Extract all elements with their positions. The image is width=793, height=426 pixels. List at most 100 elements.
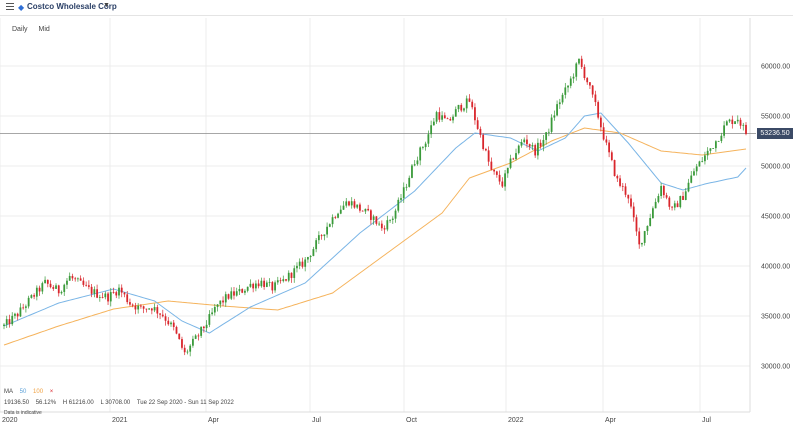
candle-body — [49, 283, 52, 288]
ma50-label: 50 — [19, 389, 27, 395]
candle-body — [638, 231, 641, 245]
price-mid-toggle[interactable]: Mid — [38, 26, 50, 33]
candle-body — [556, 104, 558, 116]
candle-body — [564, 87, 567, 95]
candle-body — [693, 171, 695, 176]
candle-body — [709, 148, 712, 151]
candle-body — [454, 109, 457, 117]
candle-body — [238, 289, 241, 292]
candle-body — [443, 115, 446, 119]
ohlc-low: L 30708.00 — [100, 400, 131, 406]
candle-body — [350, 201, 353, 206]
ma-label: MA — [4, 389, 13, 395]
ohlc-high: H 61216.00 — [62, 400, 94, 406]
candle-body — [501, 181, 504, 187]
candle-body — [55, 285, 57, 289]
candle-body — [383, 228, 386, 230]
close-indicator-icon[interactable]: × — [49, 389, 54, 395]
candle-body — [63, 284, 66, 292]
candle-body — [690, 175, 693, 183]
hamburger-menu-icon[interactable] — [6, 3, 14, 11]
candle-body — [479, 128, 482, 135]
candle-body — [641, 242, 643, 245]
candle-body — [380, 223, 383, 229]
candle-body — [662, 185, 665, 196]
ma50-group — [3, 112, 747, 334]
y-tick-label: 30000.00 — [761, 364, 790, 371]
candle-body — [484, 149, 487, 151]
candle-body — [35, 287, 38, 297]
candle-body — [652, 208, 654, 219]
candle-body — [369, 210, 372, 220]
candle-body — [254, 283, 257, 289]
candle-body — [372, 216, 375, 220]
candle-body — [11, 315, 14, 325]
candle-body — [260, 280, 263, 287]
candle-body — [734, 121, 736, 125]
candle-body — [616, 175, 619, 179]
candle-body — [545, 132, 548, 140]
candle-body — [317, 235, 320, 241]
y-tick-label: 55000.00 — [761, 114, 790, 121]
candle-body — [509, 158, 512, 168]
candle-body — [537, 142, 539, 156]
candle-body — [375, 216, 378, 224]
candle-body — [230, 291, 233, 299]
candle-body — [498, 174, 501, 182]
candle-body — [134, 305, 137, 310]
candle-body — [30, 295, 33, 298]
x-tick-label: 2021 — [112, 417, 128, 424]
candle-body — [701, 161, 704, 162]
candle-body — [435, 112, 438, 122]
candle-body — [192, 338, 194, 346]
candle-body — [608, 142, 610, 153]
candle-body — [287, 272, 290, 281]
candle-body — [140, 305, 142, 307]
x-tick-label: Jul — [702, 417, 711, 424]
ohlc-range: Tue 22 Sep 2020 - Sun 11 Sep 2022 — [136, 400, 234, 406]
candle-body — [632, 206, 635, 218]
candle-body — [60, 291, 63, 294]
candle-body — [235, 291, 238, 296]
candle-body — [298, 261, 301, 266]
candle-body — [304, 259, 307, 267]
candle-body — [720, 135, 723, 141]
candle-body — [359, 204, 361, 211]
candle-body — [413, 164, 416, 166]
candle-body — [394, 210, 397, 219]
candle-body — [296, 265, 298, 269]
y-tick-label: 35000.00 — [761, 314, 790, 321]
candle-body — [150, 308, 153, 311]
candle-body — [493, 169, 496, 172]
candle-body — [178, 333, 181, 340]
candle-body — [82, 280, 85, 285]
candle-body — [285, 279, 287, 281]
candle-body — [79, 278, 82, 281]
candle-body — [8, 319, 11, 325]
candle-body — [276, 280, 279, 283]
candle-body — [660, 185, 663, 196]
candle-body — [263, 280, 266, 287]
candle-body — [542, 139, 545, 147]
candle-body — [107, 293, 109, 302]
candle-body — [539, 142, 542, 147]
timeframe-daily-toggle[interactable]: Daily — [12, 26, 28, 33]
x-tick-label: Jul — [312, 417, 321, 424]
dropdown-caret-icon[interactable]: ▼ — [103, 2, 110, 9]
instrument-title[interactable]: Costco Wholesale Corp — [27, 2, 117, 11]
candle-body — [342, 205, 345, 210]
x-tick-label: 2020 — [2, 417, 18, 424]
current-price-tag: 53236.50 — [757, 128, 793, 139]
candle-body — [290, 272, 293, 278]
candle-body — [465, 98, 468, 109]
candle-body — [460, 104, 463, 111]
candle-body — [161, 314, 164, 317]
candle-body — [156, 307, 159, 314]
candle-body — [517, 145, 520, 154]
candle-body — [271, 282, 274, 291]
candle-body — [561, 94, 564, 103]
candle-body — [334, 217, 337, 218]
y-tick-label: 60000.00 — [761, 64, 790, 71]
candle-body — [487, 150, 490, 162]
